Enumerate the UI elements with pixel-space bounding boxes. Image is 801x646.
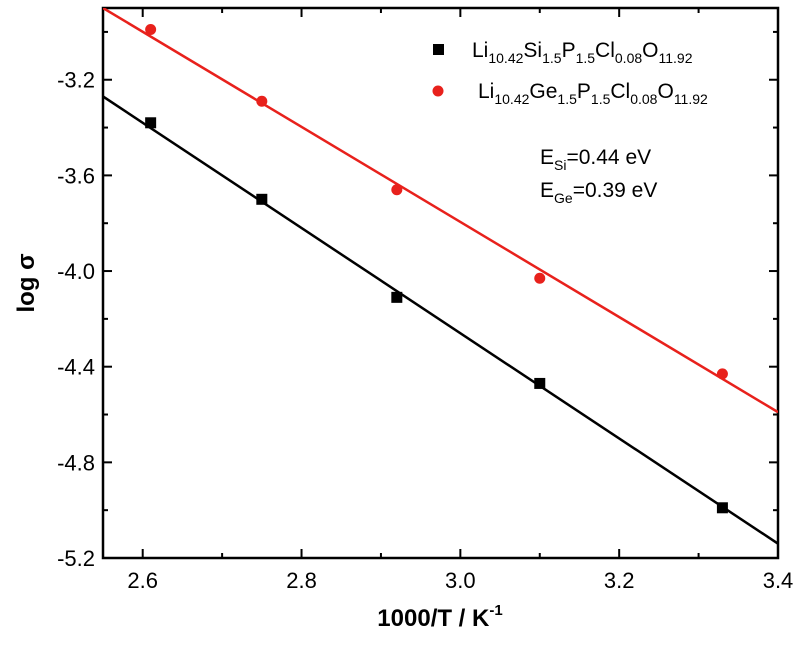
annotation-part: E bbox=[540, 179, 554, 202]
legend-label-part: 10.42 bbox=[488, 50, 523, 66]
legend-label-part: 1.5 bbox=[542, 50, 562, 66]
y-tick-label: -3.6 bbox=[57, 163, 95, 188]
x-tick-label: 3.4 bbox=[763, 568, 794, 593]
legend-label-part: 11.92 bbox=[658, 50, 692, 66]
legend-label-part: 1.5 bbox=[591, 91, 611, 107]
x-tick-label: 2.8 bbox=[286, 568, 317, 593]
data-point bbox=[145, 117, 157, 129]
data-point bbox=[391, 184, 403, 196]
legend: Li10.42Si1.5P1.5Cl0.08O11.92Li10.42Ge1.5… bbox=[432, 39, 708, 107]
annotation-part: E bbox=[540, 146, 554, 169]
y-tick-label: -4.8 bbox=[57, 450, 95, 475]
legend-label-part: 11.92 bbox=[674, 91, 708, 107]
legend-label-part: Cl bbox=[595, 39, 615, 62]
annotation-part: Ge bbox=[554, 190, 573, 206]
fit-lines bbox=[103, 8, 778, 545]
activation-energy-label: EGe=0.39 eV bbox=[540, 179, 657, 206]
fit-line bbox=[103, 95, 778, 545]
legend-label-part: 10.42 bbox=[494, 91, 529, 107]
x-tick-label: 3.0 bbox=[445, 568, 476, 593]
activation-energy-label: ESi=0.44 eV bbox=[540, 146, 651, 173]
y-tick-label: -4.4 bbox=[57, 355, 95, 380]
annotation-part: =0.44 eV bbox=[566, 146, 651, 169]
legend-label-part: 0.08 bbox=[630, 91, 657, 107]
data-point bbox=[391, 291, 403, 303]
data-point bbox=[716, 502, 728, 514]
legend-label: Li10.42Si1.5P1.5Cl0.08O11.92 bbox=[472, 39, 693, 66]
legend-label-part: Li bbox=[478, 80, 494, 103]
legend-marker bbox=[432, 85, 444, 97]
x-tick-label: 2.6 bbox=[127, 568, 158, 593]
fit-line bbox=[103, 8, 778, 414]
data-point bbox=[716, 368, 728, 380]
legend-label-part: 1.5 bbox=[557, 91, 577, 107]
x-axis-title-superscript: -1 bbox=[489, 602, 502, 619]
legend-label-part: 1.5 bbox=[576, 50, 596, 66]
x-axis-title: 1000/T / K-1 bbox=[377, 602, 502, 632]
legend-marker bbox=[433, 44, 444, 55]
y-axis-ticks: -3.2 -3.6 -4.0 -4.4 -4.8 -5.2 bbox=[57, 30, 778, 571]
data-point bbox=[534, 272, 546, 284]
y-tick-label: -3.2 bbox=[57, 68, 95, 93]
data-point bbox=[145, 24, 157, 36]
legend-label-part: 0.08 bbox=[615, 50, 642, 66]
legend-label-part: Si bbox=[523, 39, 542, 62]
x-axis-ticks: 2.6 2.8 3.0 3.2 3.4 bbox=[127, 8, 793, 593]
legend-label-part: Li bbox=[472, 39, 488, 62]
y-tick-label: -5.2 bbox=[57, 546, 95, 571]
data-point bbox=[256, 95, 268, 107]
annotation-part: Si bbox=[554, 157, 566, 173]
y-axis-title: log σ bbox=[13, 253, 40, 312]
data-point bbox=[534, 377, 546, 389]
legend-label-part: O bbox=[642, 39, 658, 62]
legend-label-part: Cl bbox=[610, 80, 630, 103]
plot-frame bbox=[101, 6, 780, 560]
data-point bbox=[256, 193, 268, 205]
data-points bbox=[145, 24, 728, 514]
annotation-part: =0.39 eV bbox=[573, 179, 658, 202]
legend-label-part: P bbox=[562, 39, 576, 62]
y-tick-label: -4.0 bbox=[57, 259, 95, 284]
legend-label: Li10.42Ge1.5P1.5Cl0.08O11.92 bbox=[478, 80, 708, 107]
legend-label-part: O bbox=[657, 80, 673, 103]
x-tick-label: 3.2 bbox=[604, 568, 635, 593]
legend-label-part: Ge bbox=[529, 80, 557, 103]
legend-label-part: P bbox=[577, 80, 591, 103]
